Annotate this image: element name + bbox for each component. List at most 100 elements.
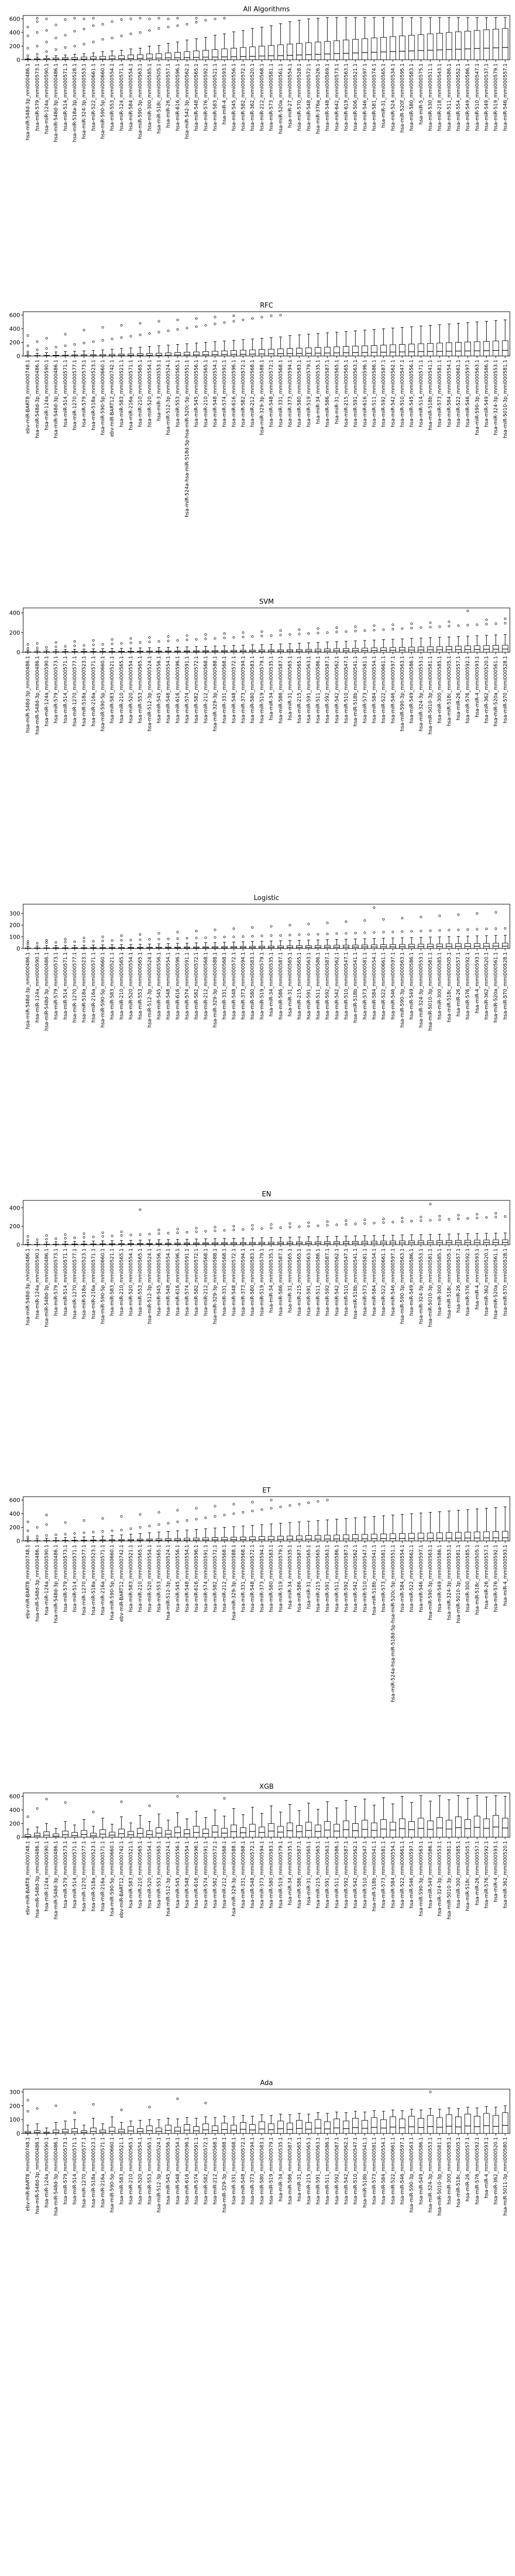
outlier-point bbox=[45, 1234, 48, 1237]
outlier-point bbox=[36, 642, 39, 645]
outlier-point bbox=[36, 1807, 39, 1810]
box-iqr bbox=[389, 1822, 396, 1838]
x-tick-label: hsa-miR-514_mmi000571.1 bbox=[72, 2137, 78, 2205]
outlier-point bbox=[223, 16, 226, 20]
x-tick-label: hsa-miR-580_mmi000583.1 bbox=[269, 1841, 274, 1908]
x-tick-label: hsa-miR-616_mmi000596.1 bbox=[231, 360, 237, 427]
box-iqr bbox=[371, 1534, 377, 1541]
outlier-point bbox=[466, 624, 469, 626]
x-tick-label: hsa-miR-522_mmi000661.1 bbox=[381, 952, 387, 1020]
outlier-point bbox=[26, 334, 29, 337]
x-tick-label: hsa-miR-518b_mmi000541.1 bbox=[353, 952, 358, 1023]
x-tick-label: hsa-miR-31_mmi000565.1 bbox=[287, 1248, 293, 1313]
x-tick-label: hsa-miR-331_mmi000568.1 bbox=[222, 1248, 228, 1316]
x-tick-label: hsa-miR-511_mmi000586.1 bbox=[315, 952, 321, 1020]
x-tick-label: hsa-miR-215_mmi000565.1 bbox=[297, 952, 302, 1020]
box-iqr bbox=[183, 2124, 191, 2134]
box-iqr bbox=[427, 343, 434, 357]
box-iqr bbox=[408, 1533, 415, 1541]
outlier-point bbox=[195, 1230, 198, 1233]
box-iqr bbox=[137, 2128, 144, 2134]
x-tick-label: hsa-miR-522_mmi000661.1 bbox=[390, 2137, 396, 2205]
box-iqr bbox=[296, 1825, 303, 1838]
box-iqr bbox=[286, 1535, 294, 1541]
x-tick-label: hsa-miR-373_mmi000594.1 bbox=[250, 2137, 255, 2205]
outlier-point bbox=[326, 921, 329, 924]
outlier-point bbox=[373, 1222, 375, 1225]
box-iqr bbox=[408, 2115, 415, 2134]
x-tick-label: hsa-miR-590-3p_mmi000563.1 bbox=[474, 360, 480, 435]
y-tick-label: 400 bbox=[9, 1807, 20, 1814]
outlier-point bbox=[251, 1228, 254, 1230]
box-iqr bbox=[445, 342, 452, 357]
x-tick-label: hsa-miR-548d-3p_mmi000486.1 bbox=[44, 952, 49, 1031]
outlier-point bbox=[73, 2111, 76, 2114]
x-tick-label: hsa-miR-548d-3p_mmi000486.1 bbox=[54, 2137, 59, 2216]
x-tick-label: hsa-miR-510_mmi000547.1 bbox=[353, 2137, 358, 2205]
outlier-point bbox=[382, 1217, 385, 1221]
x-tick-label: hsa-miR-216a_mmi000571.1 bbox=[100, 2137, 106, 2208]
x-tick-label: hsa-miR-579_mmi000573.1 bbox=[63, 1545, 68, 1612]
panel-title: XGB bbox=[260, 1783, 274, 1791]
x-tick-label: hsa-miR-362_mmi000520.1 bbox=[503, 1841, 508, 1908]
x-tick-label: hsa-miR-586_mmi000587.1 bbox=[278, 1248, 284, 1316]
outlier-point bbox=[242, 1511, 245, 1514]
x-tick-label: hsa-miR-591_mmi000563.1 bbox=[353, 360, 358, 427]
x-tick-label: hsa-miR-579_mmi000573.1 bbox=[63, 2137, 68, 2205]
box-iqr bbox=[305, 2122, 312, 2134]
y-tick-label: 0 bbox=[16, 1538, 20, 1545]
x-tick-label: hsa-miR-590-3p_mmi000563.1 bbox=[138, 63, 143, 139]
outlier-point bbox=[36, 1526, 39, 1529]
x-tick-label: hsa-miR-124a_mmi000590.1 bbox=[44, 63, 49, 134]
x-tick-label: hsa-miR-546_mmi000597.1 bbox=[390, 1248, 396, 1316]
y-tick-label: 0 bbox=[16, 2130, 20, 2137]
box-iqr bbox=[483, 1531, 490, 1541]
outlier-point bbox=[36, 2107, 39, 2110]
outlier-point bbox=[167, 635, 169, 638]
x-tick-label: hsa-miR-546_mmi000597.1 bbox=[390, 952, 396, 1020]
x-tick-label: hsa-miR-584_mmi000554.1 bbox=[371, 1248, 377, 1316]
x-tick-label: hsa-miR-518b_mmi000541.1 bbox=[362, 2137, 368, 2208]
box-iqr bbox=[465, 646, 471, 653]
x-tick-label: hsa-miR-31_mmi000565.1 bbox=[381, 63, 387, 128]
y-tick-label: 100 bbox=[9, 934, 20, 940]
x-tick-label: hsa-miR-542_mmi000562.1 bbox=[344, 2137, 349, 2205]
outlier-point bbox=[242, 318, 245, 321]
panel-1: All Algorithms 0 200 400 600 hsa-miR-548d-3p_… bbox=[9, 6, 510, 142]
panel-title: EN bbox=[262, 1191, 271, 1198]
box-iqr bbox=[183, 1538, 191, 1541]
outlier-point bbox=[120, 336, 123, 339]
box-iqr bbox=[286, 2123, 294, 2134]
outlier-point bbox=[73, 343, 76, 346]
box-iqr bbox=[230, 1824, 237, 1838]
box-iqr bbox=[483, 29, 490, 60]
box-iqr bbox=[137, 1828, 144, 1838]
x-tick-label: ebv-miR-BART12_mmi000742.1 bbox=[119, 1841, 125, 1918]
box-iqr bbox=[492, 2115, 499, 2134]
box-iqr bbox=[277, 2121, 284, 2134]
x-tick-label: hsa-miR-584_mmi000554.1 bbox=[371, 952, 377, 1020]
x-tick-label: hsa-miR-5010-3p_mmi000581.1 bbox=[428, 952, 434, 1031]
box-iqr bbox=[90, 56, 97, 60]
y-tick-label: 0 bbox=[16, 1242, 20, 1248]
box-iqr bbox=[362, 648, 368, 653]
x-tick-label: hsa-miR-542_mmi000562.1 bbox=[353, 1545, 358, 1612]
outlier-point bbox=[298, 633, 301, 635]
outlier-point bbox=[139, 641, 142, 644]
x-tick-label: hsa-miR-530_mmi000511.1 bbox=[428, 63, 434, 131]
outlier-point bbox=[438, 914, 441, 917]
x-tick-label: hsa-miR-573_mmi000581.1 bbox=[437, 360, 443, 427]
outlier-point bbox=[288, 633, 291, 636]
outlier-point bbox=[26, 1529, 29, 1532]
outlier-point bbox=[298, 933, 301, 936]
box-iqr bbox=[230, 2125, 237, 2134]
x-tick-label: hsa-miR-362_mmi000520.1 bbox=[250, 63, 255, 131]
outlier-point bbox=[251, 1224, 254, 1227]
outlier-point bbox=[36, 53, 39, 56]
outlier-point bbox=[410, 622, 413, 625]
outlier-point bbox=[26, 47, 29, 49]
outlier-point bbox=[148, 1804, 151, 1807]
x-tick-label: hsa-miR-583_mmi000521.1 bbox=[119, 2137, 125, 2205]
x-tick-label: hsa-miR-548d-3p_nmi000486.1 bbox=[25, 63, 31, 140]
box-iqr bbox=[380, 1533, 387, 1541]
